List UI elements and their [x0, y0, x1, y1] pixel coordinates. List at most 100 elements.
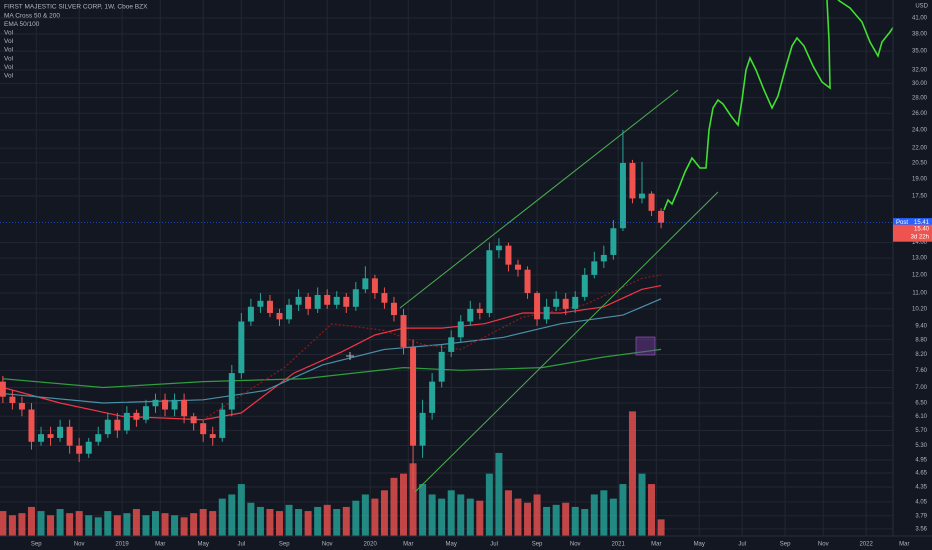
volume-bar: [428, 494, 436, 536]
volume-bar: [543, 506, 551, 536]
x-tick-label: Jul: [238, 542, 246, 548]
candle-body: [162, 399, 169, 410]
y-tick-label: 9.40: [915, 323, 927, 329]
x-tick-label: Mar: [403, 542, 413, 548]
y-tick-label: 7.00: [915, 385, 927, 391]
candle-body: [152, 399, 159, 407]
candle-body: [600, 254, 607, 262]
moving-averages: [2, 274, 662, 421]
y-tick-label: 5.30: [915, 443, 927, 449]
moving-average: [2, 348, 662, 389]
y-tick-label: 32.00: [912, 67, 928, 73]
volume-bar: [514, 498, 522, 536]
moving-average: [2, 298, 662, 404]
candle-body: [314, 294, 321, 309]
candle-body: [57, 426, 64, 438]
y-tick-label: 3.56: [915, 526, 927, 532]
candle-body: [553, 298, 560, 307]
volume-bar: [619, 484, 627, 536]
volume-bar: [438, 498, 446, 536]
x-tick-label: May: [446, 542, 457, 548]
x-tick-label: Mar: [155, 542, 165, 548]
volume-bar: [571, 506, 579, 536]
candle-body: [495, 245, 502, 251]
currency: USD: [915, 4, 928, 10]
candle-body: [209, 434, 216, 438]
moving-average: [2, 284, 662, 421]
y-tick-label: 19.00: [912, 176, 928, 182]
candle-body: [123, 412, 130, 431]
candle-body: [47, 434, 54, 438]
candle-body: [76, 445, 83, 454]
y-tick-label: 41.00: [912, 16, 928, 22]
x-tick-label: Sep: [279, 542, 290, 548]
candle-body: [534, 293, 541, 320]
volume-bar: [400, 473, 408, 536]
legend-entry: Vol: [4, 64, 14, 71]
volume-bar: [237, 484, 245, 536]
candle-body: [562, 298, 569, 309]
y-tick-label: 3.79: [915, 513, 927, 519]
candle-body: [648, 193, 655, 211]
volume-bar: [304, 511, 312, 536]
volume-bar: [628, 411, 636, 536]
volume-bar: [485, 473, 493, 536]
last-price-tag-label: Post: [896, 220, 908, 226]
y-tick-label: 12.00: [912, 272, 928, 278]
volume-bar: [590, 494, 598, 536]
x-tick-label: Nov: [570, 542, 581, 548]
x-tick-label: Mar: [651, 542, 661, 548]
x-tick-label: Sep: [780, 542, 791, 548]
y-tick-label: 4.35: [915, 485, 927, 491]
legend-entry: Vol: [4, 47, 14, 54]
candle-body: [247, 306, 254, 322]
x-tick-label: 2021: [611, 542, 625, 548]
y-tick-label: 7.60: [915, 368, 927, 374]
y-tick-label: 4.65: [915, 471, 927, 477]
candle-body: [591, 261, 598, 275]
volume-bar: [333, 509, 341, 536]
y-tick-label: 4.95: [915, 458, 927, 464]
countdown: 3d 22h: [911, 234, 929, 240]
y-tick-label: 8.80: [915, 337, 927, 343]
candle-body: [476, 308, 483, 313]
x-tick-label: Mar: [899, 542, 909, 548]
last-price-tag: [893, 218, 932, 228]
candles: [0, 129, 665, 490]
x-tick-label: Jul: [490, 542, 498, 548]
candle-body: [610, 228, 617, 255]
volume-bar: [199, 509, 207, 536]
volume-bar: [361, 494, 369, 536]
legend-entry: Vol: [4, 73, 14, 80]
candle-body: [238, 321, 245, 374]
volume-bar: [27, 506, 35, 536]
candle-body: [28, 409, 35, 442]
candle-body: [572, 296, 579, 309]
candle-body: [324, 294, 331, 305]
volume-bar: [190, 513, 198, 536]
volume-bar: [419, 484, 427, 536]
y-tick-label: 10.20: [912, 306, 928, 312]
close-price-label: 15.40: [914, 226, 930, 232]
volume-bar: [409, 463, 417, 536]
y-tick-label: 8.20: [915, 352, 927, 358]
candle-body: [228, 373, 235, 410]
y-tick-label: 6.50: [915, 401, 927, 407]
volume-bar: [66, 513, 74, 536]
volume-bar: [132, 509, 140, 536]
candle-body: [66, 426, 73, 446]
y-tick-label: 35.00: [912, 49, 928, 55]
volume-bar: [47, 515, 55, 536]
volume-bar: [552, 504, 560, 536]
volume-bar: [476, 500, 484, 536]
candle-body: [543, 306, 550, 320]
volume-bar: [113, 515, 121, 536]
axes: 3.56 3.79 4.05 4.35 4.65 4.95 5.30 5.70 6.10 6.50…: [0, 16, 932, 548]
volume-bar: [638, 473, 646, 536]
volume-bar: [8, 515, 16, 536]
x-tick-label: Sep: [31, 542, 42, 548]
volume-bar: [504, 490, 512, 536]
candle-body: [305, 296, 312, 309]
candle-body: [190, 416, 197, 424]
volume-bar: [151, 511, 159, 536]
